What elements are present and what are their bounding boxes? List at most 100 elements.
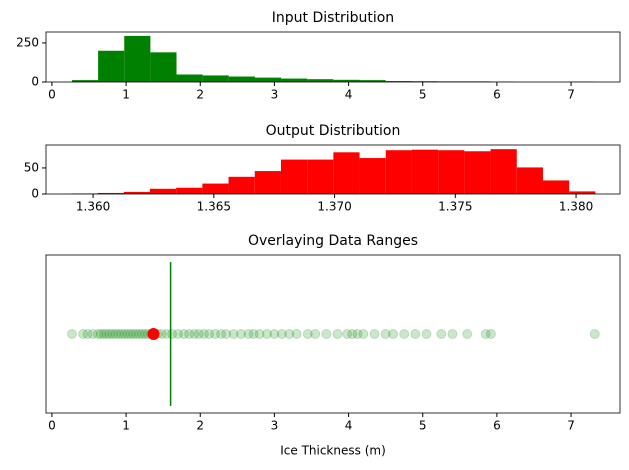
bar (124, 35, 151, 82)
x-tick-label: 0 (48, 419, 56, 433)
y-tick-label: 0 (31, 187, 39, 201)
bar (411, 149, 439, 194)
point (388, 329, 399, 339)
x-tick-label: 1 (122, 419, 130, 433)
chart-title: Input Distribution (272, 10, 394, 26)
bar (359, 158, 386, 194)
point (131, 329, 142, 339)
bar (569, 191, 596, 194)
point (410, 329, 421, 339)
x-tick-label: 1 (122, 88, 130, 102)
point (125, 329, 136, 339)
bar (438, 150, 465, 194)
point (284, 329, 295, 339)
point (269, 329, 280, 339)
point (104, 329, 115, 339)
bar (516, 167, 543, 194)
x-tick-label: 0 (48, 88, 56, 102)
bar (385, 81, 412, 82)
point (399, 329, 410, 339)
bar (307, 159, 334, 194)
x-axis-label: Ice Thickness (m) (280, 444, 386, 458)
bar (281, 78, 308, 82)
point (204, 329, 215, 339)
point (128, 329, 139, 339)
point (380, 329, 391, 339)
x-tick-label: 2 (196, 419, 204, 433)
point (189, 329, 200, 339)
chart-title: Overlaying Data Ranges (248, 233, 418, 249)
point (248, 329, 259, 339)
point (87, 329, 98, 339)
chart-title: Output Distribution (266, 123, 401, 139)
point (485, 329, 496, 339)
point (291, 329, 302, 339)
point (193, 329, 204, 339)
x-tick-label: 6 (493, 419, 501, 433)
x-tick-label: 5 (419, 88, 427, 102)
point (358, 329, 369, 339)
point (66, 329, 77, 339)
point (243, 329, 254, 339)
point (261, 329, 272, 339)
bar (202, 183, 229, 194)
bar (333, 79, 360, 82)
point (167, 329, 178, 339)
bar (228, 76, 255, 82)
point (173, 329, 184, 339)
point (95, 329, 106, 339)
bar (149, 188, 177, 194)
point (342, 329, 353, 339)
point (462, 329, 473, 339)
axes-frame (45, 31, 621, 83)
x-tick-label: 7 (567, 419, 575, 433)
point (210, 329, 221, 339)
x-tick-label: 1.380 (559, 200, 593, 214)
bar (307, 79, 334, 82)
x-tick-label: 5 (419, 419, 427, 433)
point (310, 329, 321, 339)
point (82, 329, 93, 339)
point (184, 329, 195, 339)
y-tick-label: 0 (31, 75, 39, 89)
point (78, 329, 89, 339)
bar (97, 192, 124, 194)
point (137, 329, 148, 339)
point (254, 329, 265, 339)
point (107, 329, 118, 339)
bar (542, 180, 570, 194)
point (236, 329, 247, 339)
point (92, 329, 103, 339)
y-tick-label: 50 (24, 160, 39, 174)
x-tick-label: 1.375 (438, 200, 472, 214)
point (134, 329, 145, 339)
bar (202, 75, 229, 82)
x-tick-label: 3 (271, 88, 279, 102)
point (347, 329, 358, 339)
point (161, 329, 172, 339)
point (352, 329, 363, 339)
bar (490, 149, 517, 194)
bar (254, 77, 282, 82)
point (110, 329, 121, 339)
bar (254, 171, 281, 194)
point (198, 329, 209, 339)
point (369, 329, 380, 339)
point (147, 328, 160, 340)
bar (333, 152, 360, 194)
point (122, 329, 133, 339)
x-tick-label: 3 (271, 419, 279, 433)
point (436, 329, 447, 339)
x-tick-label: 1.360 (76, 200, 110, 214)
bar (98, 50, 125, 82)
point (589, 329, 600, 339)
x-tick-label: 6 (493, 88, 501, 102)
y-tick-label: 250 (16, 35, 39, 49)
point (447, 329, 458, 339)
x-tick-label: 2 (196, 88, 204, 102)
point (113, 329, 124, 339)
bar (228, 176, 255, 194)
x-tick-label: 4 (345, 88, 353, 102)
point (116, 329, 127, 339)
